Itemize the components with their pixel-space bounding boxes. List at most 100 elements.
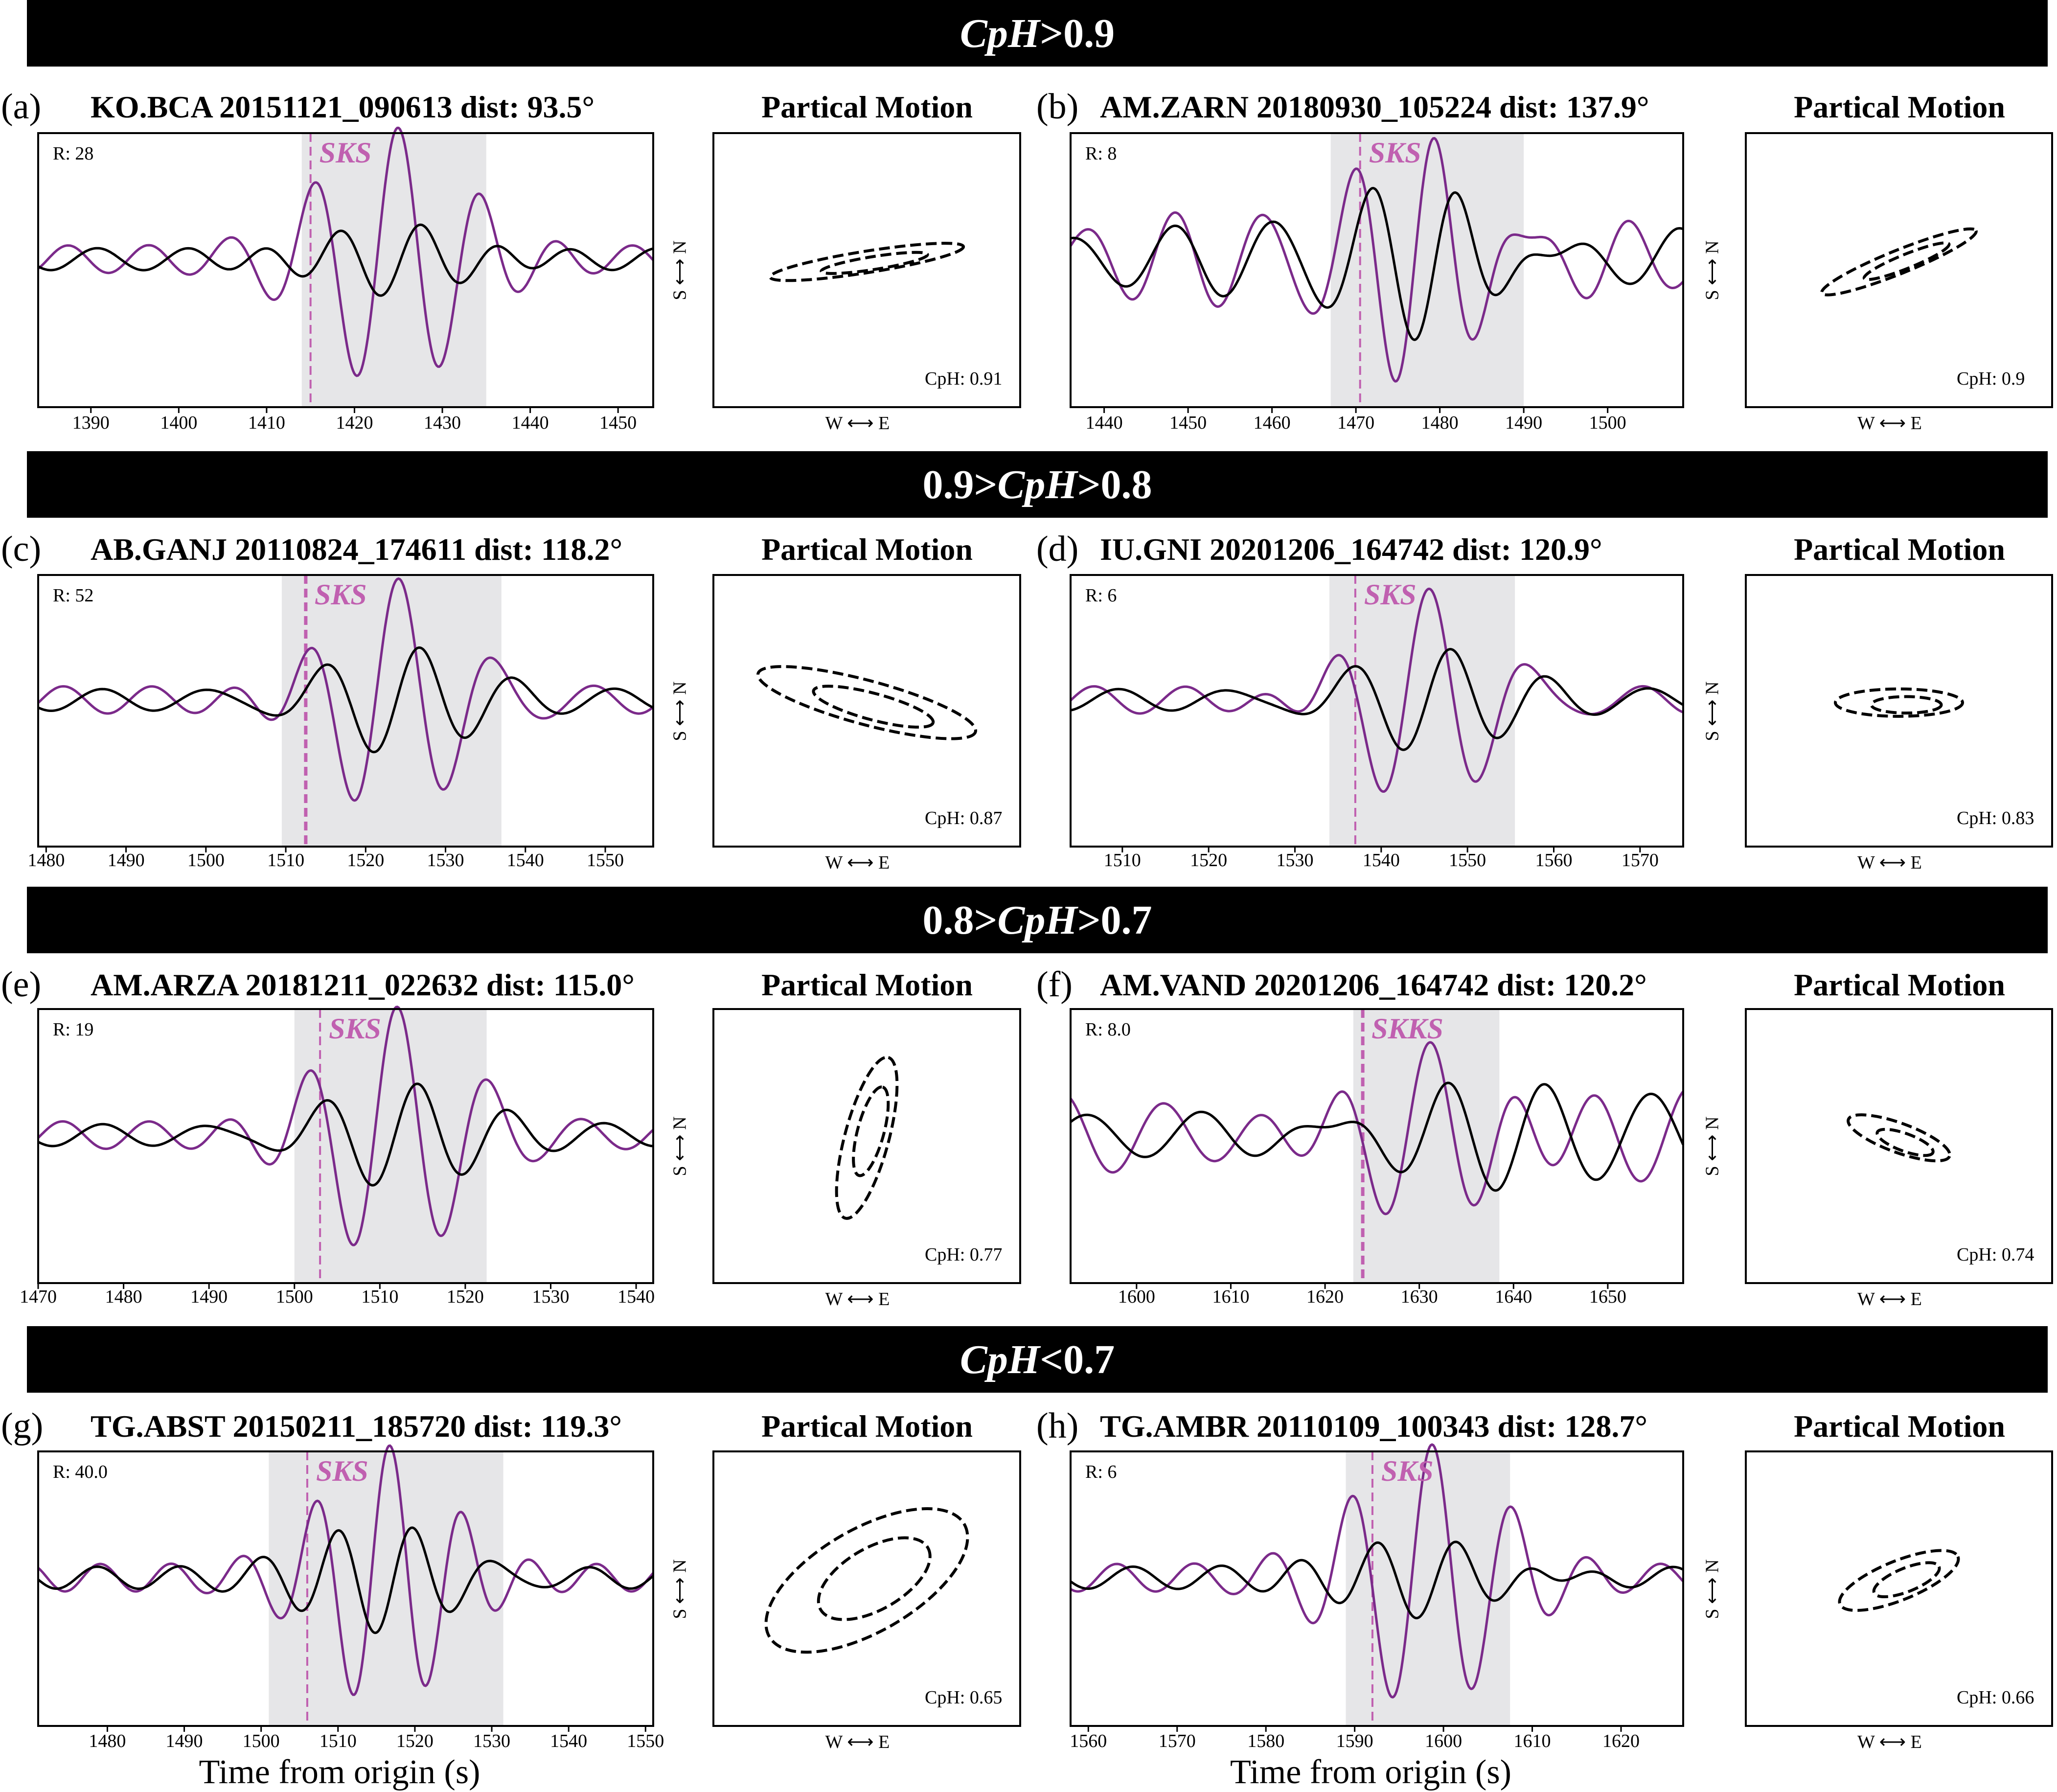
phase-label: SKS [1369,137,1421,169]
x-tick-label: 1520 [1190,850,1228,871]
panel-letter: (f) [1036,965,1073,1005]
x-tick-label: 1480 [27,850,65,871]
band-text: >0.8 [1077,461,1152,507]
amplitude-ratio-label: R: 8.0 [1085,1019,1131,1040]
x-tick-label: 1510 [267,850,305,871]
x-tick-label: 1490 [190,1287,228,1307]
particle-motion-axes [712,1450,1021,1727]
panel-letter: (b) [1036,87,1079,127]
analysis-window [281,575,502,847]
x-tick-label: 1550 [587,850,624,871]
radial-trace [37,223,654,297]
particle-motion-title: Partical Motion [1794,967,2005,1002]
particle-motion-axes [1745,1008,2053,1284]
x-tick-label: 1440 [511,413,549,433]
pm-x-label: W ⟷ E [1857,852,1922,873]
particle-motion-path [764,1507,969,1654]
particle-motion-axes [712,132,1021,408]
particle-motion-loop [1820,227,1978,297]
cph-value-label: CpH: 0.91 [925,368,1003,389]
category-band: CpH >0.9 [27,0,2048,67]
waveform-axes [1070,132,1684,408]
x-tick-label: 1400 [160,413,198,433]
band-text: >0.7 [1077,897,1152,943]
pm-x-label: W ⟷ E [825,1732,890,1752]
x-tick-label: 1540 [617,1287,655,1307]
x-tick-label: 1480 [105,1287,142,1307]
x-tick-label: 1560 [1070,1731,1107,1751]
amplitude-ratio-label: R: 28 [53,143,94,164]
panel-letter: (c) [1,529,42,569]
x-tick-label: 1540 [1362,850,1400,871]
particle-motion-title: Partical Motion [761,1409,973,1444]
particle-motion-loop [852,1085,890,1177]
waveform-axes [1070,1008,1684,1284]
x-tick-label: 1650 [1589,1287,1626,1307]
pm-y-label: S ⟷ N [1702,681,1723,741]
panel-title: AM.ZARN 20180930_105224 dist: 137.9° [1100,90,1649,124]
particle-motion-title: Partical Motion [1794,1409,2005,1444]
particle-motion-loop [1834,687,1964,718]
waveform-axes [37,132,654,408]
x-tick-label: 1570 [1158,1731,1196,1751]
particle-motion-axes [712,1008,1021,1284]
panel-letter: (d) [1036,529,1079,569]
pm-y-label: S ⟷ N [1702,1116,1723,1176]
band-text: <0.7 [1040,1336,1115,1382]
x-tick-label: 1530 [1276,850,1314,871]
panel-title: IU.GNI 20201206_164742 dist: 120.9° [1100,532,1602,567]
particle-motion-axes [1745,1450,2053,1727]
x-tick-label: 1500 [242,1731,280,1751]
analysis-window [1329,575,1515,847]
particle-motion-path [1838,1549,1960,1612]
radial-trace [37,646,654,754]
x-tick-label: 1450 [1169,413,1207,433]
band-text: CpH [997,461,1077,507]
x-tick-label: 1530 [532,1287,570,1307]
particle-motion-loop [756,665,977,740]
panel-title: TG.ABST 20150211_185720 dist: 119.3° [91,1409,622,1444]
particle-motion-loop [768,242,965,282]
x-tick-label: 1550 [627,1731,664,1751]
cph-value-label: CpH: 0.87 [925,808,1003,828]
panel-title: TG.AMBR 20110109_100343 dist: 128.7° [1100,1409,1647,1444]
x-tick-label: 1570 [1621,850,1659,871]
panel-letter: (a) [1,87,42,127]
particle-motion-loop [1862,241,1951,281]
x-tick-label: 1610 [1513,1731,1551,1751]
particle-motion-title: Partical Motion [761,967,973,1002]
radial-trace [37,1082,654,1187]
x-tick-label: 1510 [319,1731,357,1751]
particle-motion-path [1834,687,1964,718]
waveform-axes [37,574,654,848]
pm-x-label: W ⟷ E [1857,1732,1922,1752]
phase-label: SKS [329,1012,381,1045]
x-tick-label: 1480 [89,1731,126,1751]
particle-motion-axes [1745,132,2053,408]
x-tick-label: 1520 [347,850,385,871]
pm-y-label: S ⟷ N [669,240,690,300]
particle-motion-title: Partical Motion [1794,532,2005,567]
x-axis-label: Time from origin (s) [1230,1753,1511,1791]
pm-x-label: W ⟷ E [825,1289,890,1310]
x-tick-label: 1630 [1400,1287,1438,1307]
panel-title: AB.GANJ 20110824_174611 dist: 118.2° [91,532,623,567]
particle-motion-title: Partical Motion [1794,90,2005,124]
x-tick-label: 1390 [72,413,110,433]
category-band: 0.9> CpH >0.8 [27,451,2048,518]
x-tick-label: 1500 [275,1287,313,1307]
panel-title: KO.BCA 20151121_090613 dist: 93.5° [91,90,595,124]
particle-motion-loop [817,1536,932,1621]
x-tick-label: 1410 [248,413,285,433]
radial-trace [37,1526,654,1634]
pm-y-label: S ⟷ N [669,1559,690,1619]
x-tick-label: 1500 [187,850,225,871]
band-text: 0.8> [922,897,998,943]
analysis-window [269,1451,503,1726]
particle-motion-loop [812,685,935,729]
phase-label: SKS [316,1455,368,1487]
pm-y-label: S ⟷ N [1702,240,1723,300]
particle-motion-loop [1870,695,1943,715]
